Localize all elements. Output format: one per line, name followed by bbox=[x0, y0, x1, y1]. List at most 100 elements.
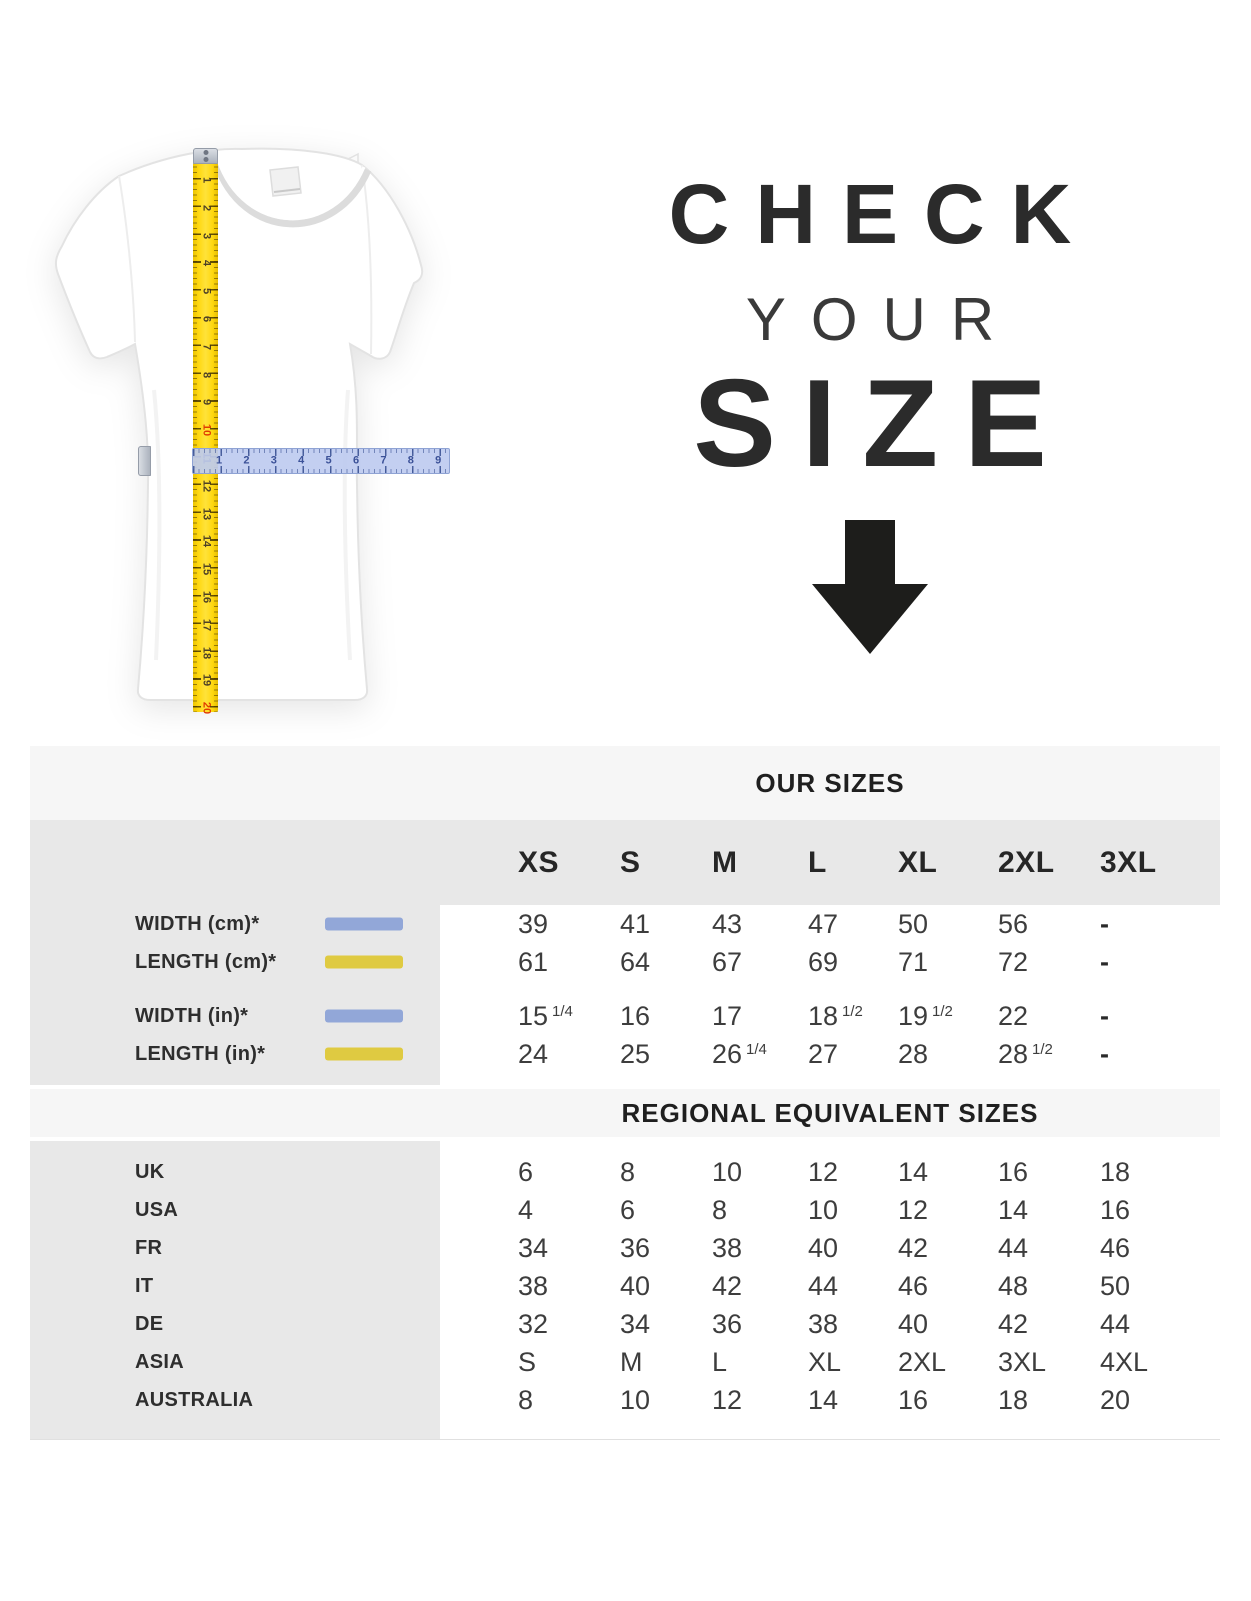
size-value-cell: 34 bbox=[518, 1232, 549, 1263]
size-value-cell: 2XL bbox=[898, 1346, 947, 1377]
value-whole: 19 bbox=[898, 1000, 929, 1031]
size-value-cell: 8 bbox=[620, 1156, 636, 1187]
measurement-label: LENGTH (in)* bbox=[135, 1042, 266, 1065]
value-fraction: 1/2 bbox=[1032, 1040, 1053, 1058]
size-value-cell: 38 bbox=[518, 1270, 549, 1301]
size-value-cell: 18 bbox=[1100, 1156, 1131, 1187]
tshirt-icon bbox=[54, 147, 424, 701]
size-value-cell: 27 bbox=[808, 1038, 839, 1069]
size-value-cell: M bbox=[620, 1346, 643, 1377]
ruler-metal-clip-icon bbox=[138, 446, 151, 476]
size-value-cell: 69 bbox=[808, 946, 839, 977]
headline-size: SIZE bbox=[693, 355, 1073, 493]
down-arrow-icon bbox=[812, 520, 928, 654]
size-value-cell: - bbox=[1100, 908, 1109, 939]
hero-section: 1234567891011121314151617181920 12345678… bbox=[0, 0, 1251, 746]
size-value-cell: 42 bbox=[712, 1270, 743, 1301]
value-fraction: 1/4 bbox=[746, 1040, 767, 1058]
vertical-ruler-number: 17 bbox=[200, 618, 212, 631]
size-value-cell: - bbox=[1100, 946, 1109, 977]
size-value-cell: 8 bbox=[518, 1384, 534, 1415]
vertical-ruler: 1234567891011121314151617181920 bbox=[193, 150, 218, 714]
vertical-ruler-number: 7 bbox=[200, 343, 212, 350]
yellow-swatch-icon bbox=[325, 955, 403, 969]
value-fraction: 1/2 bbox=[932, 1002, 953, 1020]
size-value-cell: 42 bbox=[998, 1308, 1029, 1339]
arrow-head bbox=[812, 584, 928, 654]
region-label-cell: USA bbox=[30, 1191, 518, 1229]
size-value-cell: - bbox=[1100, 1000, 1109, 1031]
size-value-cell: 10 bbox=[620, 1384, 651, 1415]
size-value-cell: 4XL bbox=[1100, 1346, 1149, 1377]
size-value-cell: 19 1/2 bbox=[898, 1001, 998, 1032]
regional-row: IT 38 40 42 44 46 48 50 bbox=[30, 1267, 1220, 1305]
size-value-cell: 22 bbox=[998, 1000, 1029, 1031]
size-value-cell: 10 bbox=[808, 1194, 839, 1225]
size-value-cell: 61 bbox=[518, 946, 549, 977]
vertical-ruler-number: 4 bbox=[200, 260, 212, 267]
size-value-cell: 71 bbox=[898, 946, 929, 977]
size-table: OUR SIZES XS S M L XL 2XL 3XL WIDTH (cm)* 39 41 4… bbox=[30, 746, 1220, 1440]
size-value-cell: 46 bbox=[1100, 1232, 1131, 1263]
size-column-header: 2XL bbox=[998, 845, 1055, 879]
region-label: IT bbox=[135, 1274, 154, 1297]
size-value-cell: 17 bbox=[712, 1000, 743, 1031]
regional-row: UK 6 8 10 12 14 16 18 bbox=[30, 1153, 1220, 1191]
our-sizes-title: OUR SIZES bbox=[755, 767, 905, 798]
header-empty-cell bbox=[30, 820, 518, 905]
size-value-cell: 72 bbox=[998, 946, 1029, 977]
vertical-ruler-number: 16 bbox=[200, 590, 212, 604]
size-value-cell: 4 bbox=[518, 1194, 534, 1225]
hero-headline: CHECK YOUR SIZE bbox=[560, 0, 1180, 746]
measurement-row: LENGTH (in)* 24 25 26 1/4 27 28 28 1/2- bbox=[30, 1035, 1220, 1073]
vertical-ruler-number: 8 bbox=[200, 371, 212, 378]
region-label-cell: IT bbox=[30, 1267, 518, 1305]
arrow-stem bbox=[845, 520, 895, 586]
size-value-cell: 40 bbox=[808, 1232, 839, 1263]
regional-row: ASIA S M L XL 2XL 3XL 4XL bbox=[30, 1343, 1220, 1381]
measurement-label-cell: WIDTH (in)* bbox=[30, 997, 518, 1035]
size-column-header: XS bbox=[518, 845, 560, 879]
measurement-label: LENGTH (cm)* bbox=[135, 950, 277, 973]
size-column-header: L bbox=[808, 845, 827, 879]
vertical-ruler-number: 18 bbox=[200, 646, 212, 659]
region-label: FR bbox=[135, 1236, 163, 1259]
size-value-cell: 10 bbox=[712, 1156, 743, 1187]
measurement-label: WIDTH (cm)* bbox=[135, 912, 260, 935]
measurement-row: WIDTH (cm)* 39 41 43 47 50 56 - bbox=[30, 905, 1220, 943]
size-value-cell: 32 bbox=[518, 1308, 549, 1339]
size-value-cell: 16 bbox=[998, 1156, 1029, 1187]
horizontal-ruler-number: 5 bbox=[325, 454, 332, 467]
size-value-cell: 64 bbox=[620, 946, 651, 977]
regional-section: UK 6 8 10 12 14 16 18 USA 4 6 8 10 12 14 16 FR 34 36 38 40 42… bbox=[30, 1141, 1220, 1440]
size-value-cell: XL bbox=[808, 1346, 842, 1377]
region-label-cell: FR bbox=[30, 1229, 518, 1267]
size-value-cell: 34 bbox=[620, 1308, 651, 1339]
horizontal-ruler-number: 1 bbox=[215, 454, 223, 467]
measurement-section: WIDTH (cm)* 39 41 43 47 50 56 - LENGTH (cm)* 61 64… bbox=[30, 905, 1220, 1085]
vertical-ruler-number: 6 bbox=[200, 315, 212, 323]
regional-band: REGIONAL EQUIVALENT SIZES bbox=[30, 1089, 1220, 1137]
size-value-cell: L bbox=[712, 1346, 728, 1377]
regional-row: USA 4 6 8 10 12 14 16 bbox=[30, 1191, 1220, 1229]
value-whole: 18 bbox=[808, 1000, 839, 1031]
size-value-cell: 56 bbox=[998, 908, 1029, 939]
vertical-ruler-number: 1 bbox=[200, 176, 212, 184]
size-header-row: XS S M L XL 2XL 3XL bbox=[30, 820, 1220, 905]
size-value-cell: 12 bbox=[898, 1194, 929, 1225]
size-value-cell: 26 1/4 bbox=[712, 1039, 808, 1070]
vertical-ruler-number: 10 bbox=[200, 424, 212, 437]
region-label-cell: AUSTRALIA bbox=[30, 1381, 518, 1419]
size-column-header: 3XL bbox=[1100, 845, 1157, 879]
ruler-metal-tip-icon bbox=[193, 148, 218, 164]
size-value-cell: 12 bbox=[808, 1156, 839, 1187]
region-label: DE bbox=[135, 1312, 164, 1335]
vertical-ruler-number: 13 bbox=[200, 507, 212, 520]
size-value-cell: 25 bbox=[620, 1038, 651, 1069]
vertical-ruler-number: 19 bbox=[200, 674, 212, 687]
value-whole: 28 bbox=[998, 1038, 1029, 1069]
size-value-cell: 67 bbox=[712, 946, 743, 977]
region-label-cell: DE bbox=[30, 1305, 518, 1343]
measurement-row: WIDTH (in)* 15 1/4 16 17 18 1/2 19 1/2 22- bbox=[30, 997, 1220, 1035]
horizontal-ruler-number: 4 bbox=[298, 454, 305, 467]
